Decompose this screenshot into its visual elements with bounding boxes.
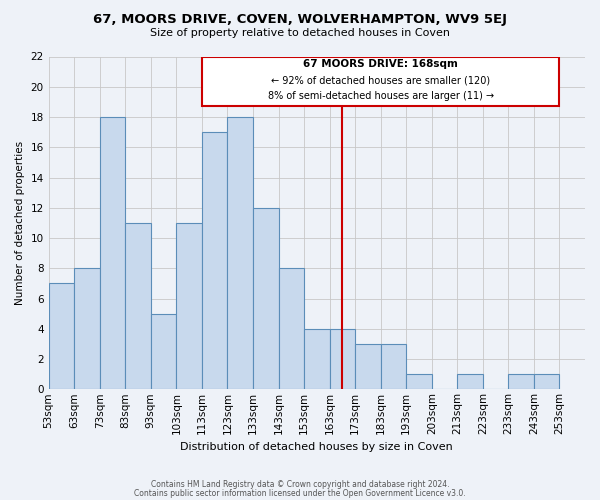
Y-axis label: Number of detached properties: Number of detached properties xyxy=(15,141,25,305)
Text: ← 92% of detached houses are smaller (120): ← 92% of detached houses are smaller (12… xyxy=(271,76,490,86)
Bar xyxy=(304,329,329,390)
Text: Contains public sector information licensed under the Open Government Licence v3: Contains public sector information licen… xyxy=(134,490,466,498)
Bar xyxy=(278,268,304,390)
Bar xyxy=(176,223,202,390)
Bar xyxy=(380,344,406,390)
Text: 8% of semi-detached houses are larger (11) →: 8% of semi-detached houses are larger (1… xyxy=(268,90,494,101)
Bar xyxy=(508,374,534,390)
Bar xyxy=(406,374,432,390)
FancyBboxPatch shape xyxy=(202,56,559,106)
Bar xyxy=(151,314,176,390)
Bar xyxy=(202,132,227,390)
Bar xyxy=(329,329,355,390)
Bar xyxy=(457,374,483,390)
Bar xyxy=(253,208,278,390)
Text: Contains HM Land Registry data © Crown copyright and database right 2024.: Contains HM Land Registry data © Crown c… xyxy=(151,480,449,489)
Bar xyxy=(49,284,74,390)
Text: Size of property relative to detached houses in Coven: Size of property relative to detached ho… xyxy=(150,28,450,38)
Bar xyxy=(74,268,100,390)
Bar xyxy=(534,374,559,390)
X-axis label: Distribution of detached houses by size in Coven: Distribution of detached houses by size … xyxy=(181,442,453,452)
Text: 67, MOORS DRIVE, COVEN, WOLVERHAMPTON, WV9 5EJ: 67, MOORS DRIVE, COVEN, WOLVERHAMPTON, W… xyxy=(93,12,507,26)
Bar xyxy=(227,117,253,390)
Bar xyxy=(125,223,151,390)
Text: 67 MOORS DRIVE: 168sqm: 67 MOORS DRIVE: 168sqm xyxy=(303,59,458,69)
Bar xyxy=(355,344,380,390)
Bar xyxy=(100,117,125,390)
